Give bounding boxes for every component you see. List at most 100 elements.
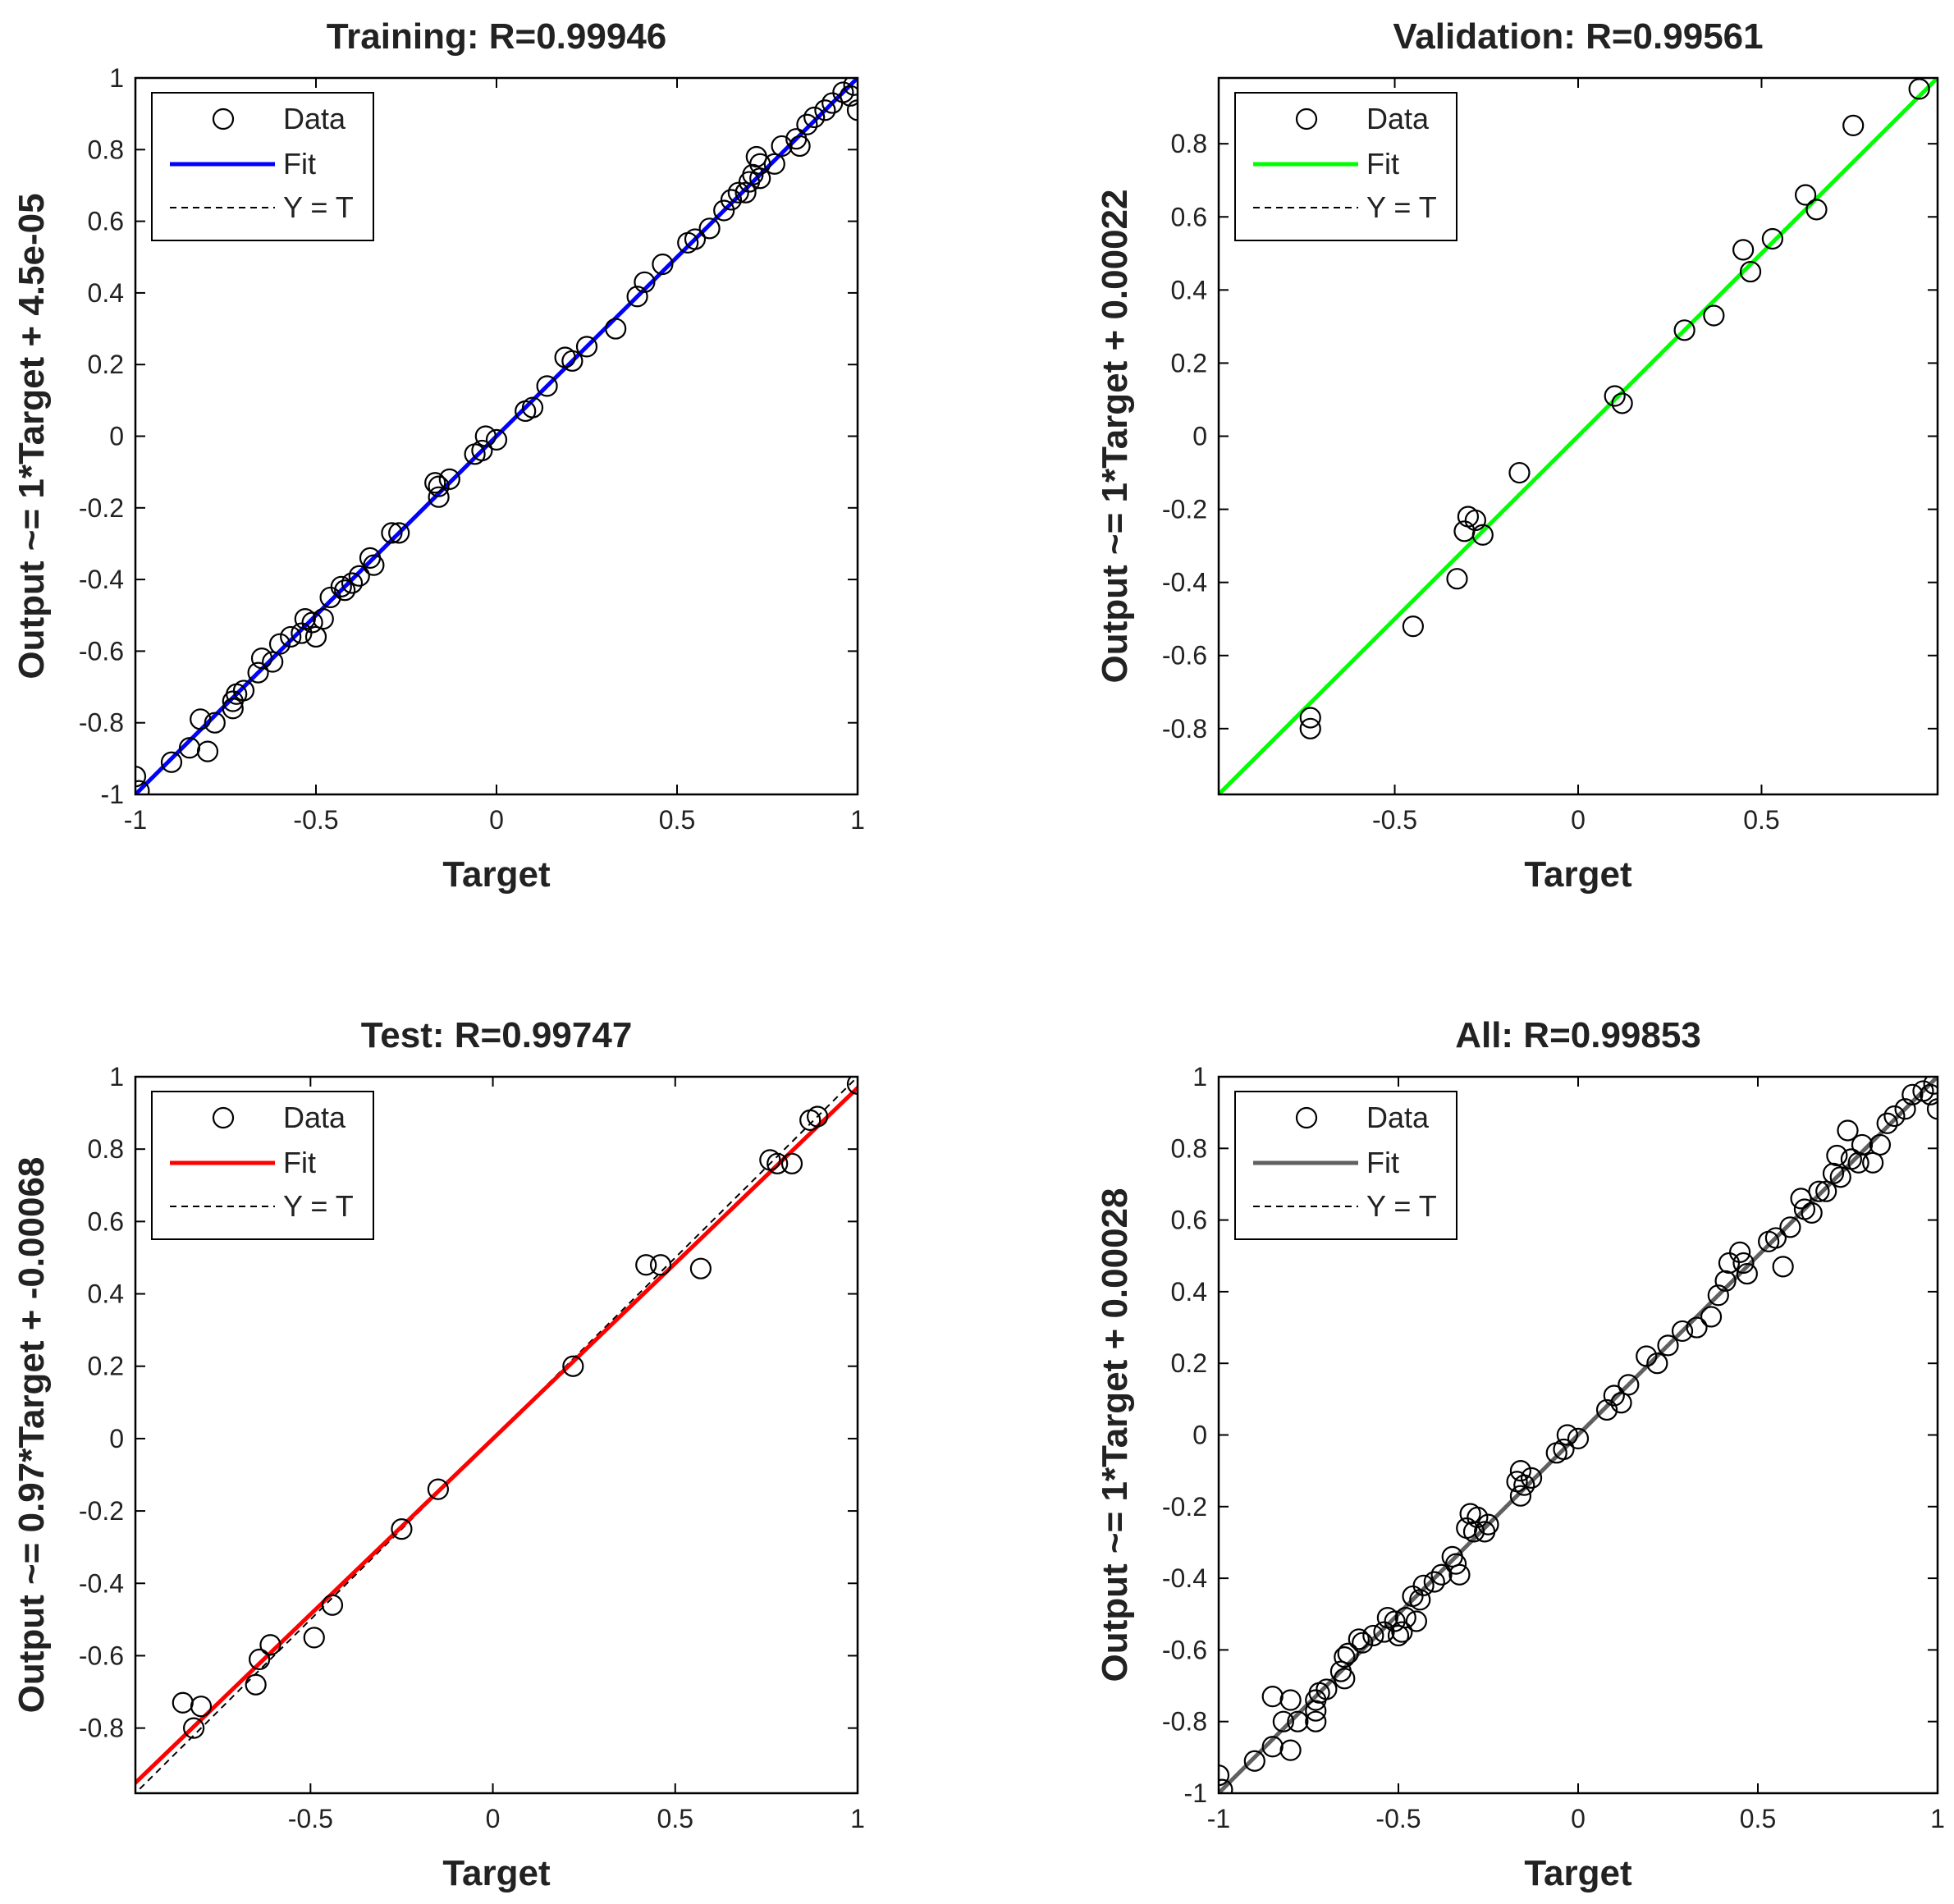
data-point <box>846 99 858 121</box>
fit-line <box>1219 1077 1938 1793</box>
y-tick-label: 0.2 <box>88 350 124 379</box>
data-point <box>1805 199 1828 221</box>
x-tick-label: 0 <box>489 805 504 835</box>
data-point <box>268 633 291 655</box>
data-point <box>575 336 598 358</box>
data-point <box>1604 385 1626 407</box>
data-point <box>348 565 370 587</box>
data-point <box>1299 707 1321 729</box>
data-point <box>1287 1710 1309 1732</box>
data-point <box>1279 1689 1302 1711</box>
data-point <box>1671 1320 1694 1343</box>
data-point <box>1779 1216 1801 1238</box>
y-tick-label: 0 <box>1192 422 1207 451</box>
data-point <box>303 1627 325 1649</box>
legend-box <box>1234 92 1457 241</box>
legend-box <box>1234 1091 1457 1240</box>
axes-frame <box>1217 1075 1939 1795</box>
data-point <box>1467 1506 1489 1528</box>
data-point <box>749 153 771 175</box>
axes-frame <box>134 1075 859 1795</box>
data-point <box>1567 1427 1590 1449</box>
chart-panel-1: Training: R=0.99946 Target Output ~= 1*Tar… <box>11 16 865 895</box>
x-tick-label: 1 <box>850 1804 865 1833</box>
y-tick-label: 0.4 <box>88 1279 124 1309</box>
data-point <box>727 181 749 204</box>
data-point <box>1829 1166 1851 1188</box>
data-point <box>1387 1624 1410 1647</box>
data-point <box>1509 1485 1532 1507</box>
data-point <box>485 428 508 451</box>
data-point <box>1837 1119 1859 1142</box>
data-point <box>1305 1700 1327 1722</box>
data-point <box>846 1077 858 1095</box>
data-point <box>196 740 219 762</box>
legend-data-marker <box>1295 1106 1318 1129</box>
legend: Data Fit Y = T <box>151 92 374 241</box>
data-point <box>280 625 302 648</box>
legend-label-identity: Y = T <box>283 1189 354 1223</box>
y-tick-label: -0.4 <box>79 1568 124 1598</box>
data-point <box>249 1648 271 1670</box>
data-point <box>780 1152 803 1174</box>
legend-label-data: Data <box>1366 1101 1430 1134</box>
data-point <box>1603 1385 1625 1407</box>
data-point <box>814 99 836 121</box>
data-point <box>1405 1610 1428 1632</box>
data-point <box>391 1518 413 1540</box>
x-tick-label: -1 <box>124 805 147 835</box>
data-point <box>1430 1563 1453 1586</box>
data-point <box>381 522 403 544</box>
x-tick-label: -0.5 <box>288 1804 333 1833</box>
data-point <box>803 106 826 129</box>
data-point <box>232 680 255 702</box>
data-point <box>1373 1621 1395 1643</box>
data-point <box>821 92 844 114</box>
chart-panel-3: Test: R=0.99747 Target Output ~= 0.97*Targ… <box>11 1015 865 1893</box>
data-point <box>259 1634 281 1656</box>
plot-content <box>1219 78 1938 794</box>
data-point <box>843 78 858 96</box>
plot-content <box>135 78 858 794</box>
y-tick-label: -0.4 <box>79 565 124 594</box>
data-point <box>840 85 858 107</box>
y-tick-label: -0.4 <box>1162 568 1207 597</box>
data-point <box>1402 616 1424 638</box>
data-point <box>1869 1133 1892 1156</box>
data-point <box>1815 1180 1837 1202</box>
data-point <box>1801 1201 1823 1224</box>
data-point <box>626 286 648 308</box>
legend-label-fit: Fit <box>283 1146 316 1179</box>
data-point <box>1851 1133 1874 1156</box>
chart-title: Training: R=0.99946 <box>327 16 667 57</box>
data-point <box>427 1478 449 1500</box>
data-point <box>1464 509 1486 532</box>
x-axis-label: Target <box>442 854 551 895</box>
data-point <box>763 153 785 175</box>
data-point <box>1862 1151 1884 1174</box>
y-tick-label: -0.6 <box>1162 641 1207 671</box>
data-point <box>1611 392 1633 414</box>
data-point <box>1384 1610 1406 1632</box>
legend-data-marker <box>212 1106 235 1129</box>
data-point <box>341 572 364 594</box>
data-point <box>135 766 147 788</box>
legend-label-fit: Fit <box>283 147 316 181</box>
data-point <box>1348 1628 1370 1650</box>
data-point <box>1657 1334 1679 1357</box>
data-point <box>363 554 385 576</box>
data-point <box>1808 1180 1830 1202</box>
data-point <box>471 439 493 462</box>
data-point <box>1513 1474 1535 1496</box>
x-tick-label: 0.5 <box>659 805 695 835</box>
x-tick-label: 1 <box>1930 1804 1945 1833</box>
data-point <box>561 350 583 372</box>
data-point <box>1352 1632 1374 1654</box>
data-point <box>1908 78 1930 100</box>
y-tick-label: -0.2 <box>1162 1492 1207 1522</box>
data-point <box>1920 1083 1938 1105</box>
legend-label-identity: Y = T <box>283 190 354 224</box>
data-point <box>178 737 201 759</box>
y-axis-label: Output ~= 0.97*Target + -0.00068 <box>11 1157 52 1714</box>
data-point <box>1334 1646 1356 1668</box>
